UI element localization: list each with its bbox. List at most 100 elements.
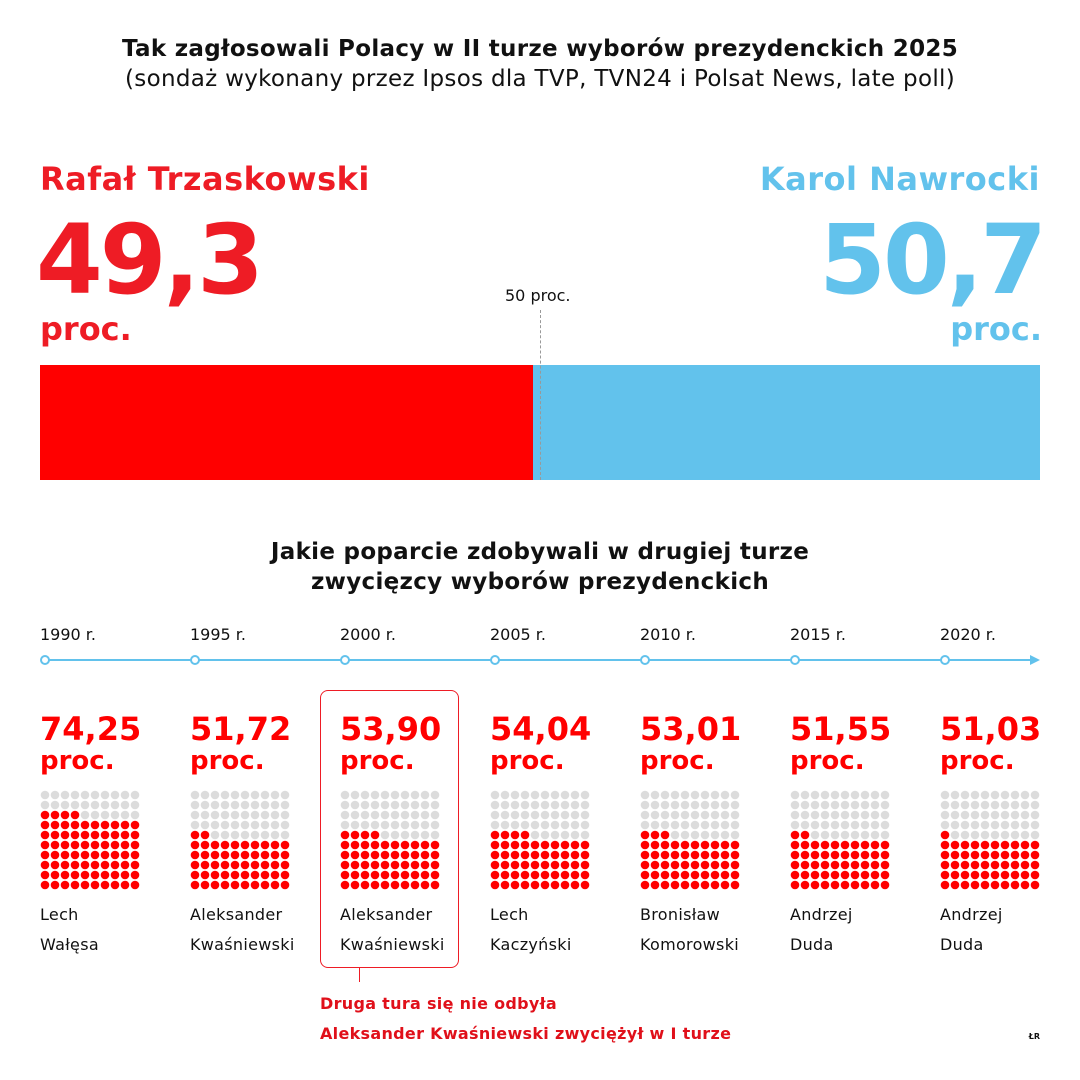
waffle-dot-filled [640, 860, 650, 870]
waffle-dot-empty [100, 800, 110, 810]
waffle-dot-empty [380, 830, 390, 840]
waffle-dot-filled [360, 880, 370, 890]
waffle-dot-filled [240, 860, 250, 870]
waffle-dot-filled [40, 820, 50, 830]
waffle-dot-filled [730, 870, 740, 880]
waffle-dot-filled [90, 830, 100, 840]
waffle-dot-empty [270, 800, 280, 810]
waffle-dot-filled [260, 840, 270, 850]
title: Tak zagłosowali Polacy w II turze wyboró… [121, 36, 959, 62]
waffle-dot-filled [680, 870, 690, 880]
waffle-dot-filled [540, 840, 550, 850]
candidate-right-unit: proc. [950, 310, 1042, 348]
waffle-dot-empty [50, 790, 60, 800]
waffle-dot-empty [270, 810, 280, 820]
waffle-dot-filled [360, 870, 370, 880]
waffle-dot-filled [790, 880, 800, 890]
waffle-dot-empty [40, 790, 50, 800]
waffle-dot-filled [700, 840, 710, 850]
waffle-dot-empty [730, 790, 740, 800]
waffle-dot-filled [840, 840, 850, 850]
waffle-dot-empty [990, 800, 1000, 810]
waffle-dot-filled [650, 860, 660, 870]
waffle-dot-filled [510, 880, 520, 890]
waffle-dot-filled [670, 860, 680, 870]
winner-value: 53,90 [340, 710, 442, 748]
waffle-dot-filled [60, 830, 70, 840]
waffle-dot-filled [220, 840, 230, 850]
waffle-dot-empty [200, 810, 210, 820]
waffle-dot-empty [670, 800, 680, 810]
waffle-dot-filled [230, 850, 240, 860]
waffle-dot-filled [280, 870, 290, 880]
waffle-dot-filled [490, 830, 500, 840]
waffle-dot-empty [1010, 810, 1020, 820]
waffle-dot-empty [410, 810, 420, 820]
waffle-dot-filled [270, 860, 280, 870]
waffle-dot-filled [640, 840, 650, 850]
winner-last-name: Duda [790, 935, 834, 954]
waffle-dot-filled [870, 840, 880, 850]
waffle-dot-filled [200, 880, 210, 890]
waffle-dot-filled [270, 880, 280, 890]
waffle-dot-filled [640, 850, 650, 860]
waffle-dot-empty [880, 810, 890, 820]
waffle-dot-filled [80, 860, 90, 870]
waffle-dot-empty [690, 830, 700, 840]
waffle-dot-filled [790, 860, 800, 870]
waffle-dot-filled [280, 850, 290, 860]
waffle-dot-filled [230, 870, 240, 880]
waffle-dot-filled [980, 840, 990, 850]
winner-first-name: Lech [490, 905, 529, 924]
waffle-dot-empty [390, 830, 400, 840]
winner-unit: proc. [790, 746, 865, 776]
waffle-dot-empty [200, 790, 210, 800]
waffle-dot-filled [390, 880, 400, 890]
reference-label: 50 proc. [505, 286, 571, 305]
candidate-right-value: 50,7 [819, 204, 1047, 316]
waffle-dot-empty [100, 810, 110, 820]
waffle-dot-filled [650, 830, 660, 840]
waffle-dot-empty [800, 790, 810, 800]
waffle-dot-filled [950, 870, 960, 880]
waffle-dot-filled [560, 880, 570, 890]
waffle-dot-empty [220, 790, 230, 800]
waffle-dot-filled [680, 840, 690, 850]
waffle-dot-filled [850, 880, 860, 890]
waffle-dot-filled [1030, 860, 1040, 870]
waffle-dot-filled [210, 840, 220, 850]
waffle-dot-filled [70, 820, 80, 830]
waffle-dot-filled [980, 850, 990, 860]
waffle-grid [490, 790, 590, 890]
waffle-dot-filled [640, 880, 650, 890]
waffle-dot-empty [700, 790, 710, 800]
waffle-dot-filled [520, 830, 530, 840]
waffle-dot-empty [680, 830, 690, 840]
waffle-dot-empty [1000, 800, 1010, 810]
waffle-dot-empty [810, 800, 820, 810]
waffle-dot-empty [650, 790, 660, 800]
waffle-dot-filled [380, 880, 390, 890]
waffle-dot-filled [800, 840, 810, 850]
waffle-dot-filled [690, 880, 700, 890]
waffle-dot-empty [350, 800, 360, 810]
timeline-point [790, 655, 800, 665]
waffle-dot-empty [860, 800, 870, 810]
waffle-dot-filled [410, 860, 420, 870]
waffle-dot-empty [800, 800, 810, 810]
waffle-dot-empty [990, 790, 1000, 800]
waffle-dot-filled [990, 840, 1000, 850]
waffle-dot-filled [950, 850, 960, 860]
waffle-dot-filled [510, 870, 520, 880]
waffle-dot-empty [790, 820, 800, 830]
waffle-dot-filled [1010, 840, 1020, 850]
waffle-dot-empty [420, 830, 430, 840]
waffle-dot-filled [70, 850, 80, 860]
waffle-dot-filled [530, 880, 540, 890]
waffle-dot-empty [110, 790, 120, 800]
waffle-dot-empty [1020, 800, 1030, 810]
waffle-dot-empty [570, 820, 580, 830]
waffle-dot-empty [530, 800, 540, 810]
waffle-dot-filled [90, 820, 100, 830]
waffle-dot-empty [960, 830, 970, 840]
